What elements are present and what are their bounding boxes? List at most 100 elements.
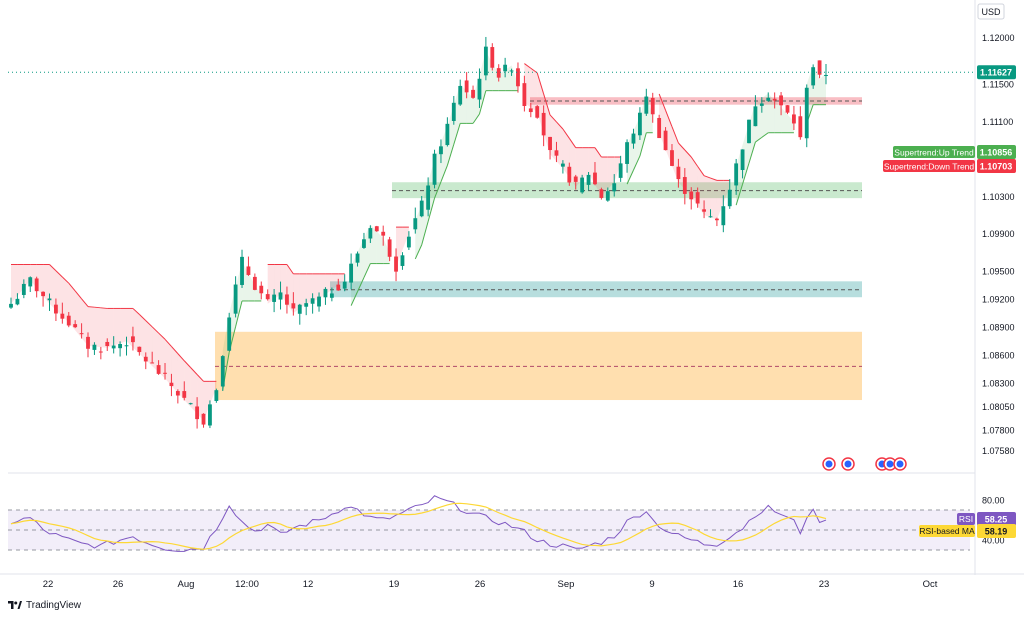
candle[interactable] — [509, 70, 514, 72]
candle[interactable] — [516, 68, 520, 87]
candle[interactable] — [227, 317, 232, 351]
candle[interactable] — [586, 174, 591, 185]
candle[interactable] — [54, 304, 58, 314]
candle[interactable] — [734, 163, 739, 186]
candle[interactable] — [785, 105, 790, 113]
candle[interactable] — [259, 285, 264, 294]
candle[interactable] — [265, 294, 270, 300]
candle[interactable] — [419, 200, 424, 217]
candle[interactable] — [650, 97, 655, 115]
candle[interactable] — [240, 256, 244, 285]
candle[interactable] — [554, 150, 559, 156]
candle[interactable] — [612, 183, 617, 192]
candle[interactable] — [451, 102, 456, 122]
candle[interactable] — [220, 356, 225, 387]
rsi-line[interactable] — [10, 495, 827, 552]
candle[interactable] — [201, 413, 206, 425]
candle[interactable] — [310, 298, 315, 304]
candle[interactable] — [182, 391, 187, 398]
candle[interactable] — [143, 356, 148, 362]
candle[interactable] — [156, 365, 161, 374]
candle[interactable] — [387, 239, 392, 257]
candle[interactable] — [175, 391, 180, 396]
candle[interactable] — [541, 112, 546, 136]
candle[interactable] — [567, 166, 572, 183]
candle[interactable] — [759, 103, 764, 106]
candle[interactable] — [336, 284, 341, 291]
candle[interactable] — [381, 231, 386, 236]
candle[interactable] — [368, 228, 373, 239]
candle[interactable] — [355, 253, 360, 263]
candle[interactable] — [471, 89, 475, 98]
candle[interactable] — [560, 163, 565, 167]
candle[interactable] — [714, 218, 719, 221]
candle[interactable] — [79, 333, 84, 335]
candle[interactable] — [445, 123, 450, 146]
candle[interactable] — [323, 288, 328, 298]
candle[interactable] — [618, 163, 623, 178]
candle[interactable] — [663, 130, 668, 151]
candle[interactable] — [169, 382, 174, 387]
candle[interactable] — [362, 239, 366, 248]
candle[interactable] — [432, 153, 437, 185]
candle[interactable] — [779, 95, 783, 106]
candle[interactable] — [233, 284, 238, 314]
candle[interactable] — [92, 344, 97, 350]
candle[interactable] — [131, 336, 135, 343]
candle[interactable] — [137, 346, 142, 353]
candle[interactable] — [406, 236, 411, 248]
candle[interactable] — [98, 351, 103, 353]
candle[interactable] — [605, 191, 610, 201]
candle[interactable] — [522, 83, 527, 107]
candle[interactable] — [490, 47, 495, 68]
candle[interactable] — [670, 150, 674, 166]
currency-selector[interactable] — [977, 3, 1005, 20]
brand-footer[interactable]: TradingView — [8, 598, 81, 612]
candle[interactable] — [593, 172, 597, 185]
candle[interactable] — [676, 166, 681, 180]
candle[interactable] — [297, 304, 302, 314]
candle[interactable] — [208, 404, 212, 426]
candle[interactable] — [599, 189, 604, 198]
candle[interactable] — [824, 74, 828, 76]
candle[interactable] — [503, 64, 508, 72]
candle[interactable] — [252, 276, 257, 290]
candle[interactable] — [811, 67, 816, 86]
candle[interactable] — [766, 97, 771, 101]
candle[interactable] — [291, 303, 296, 309]
candle[interactable] — [817, 60, 822, 75]
candle[interactable] — [342, 281, 347, 289]
candle[interactable] — [188, 403, 193, 405]
candle[interactable] — [483, 46, 488, 76]
candle[interactable] — [195, 406, 200, 420]
candle[interactable] — [747, 119, 751, 144]
candle[interactable] — [727, 189, 732, 207]
candle[interactable] — [695, 192, 700, 204]
candle[interactable] — [304, 303, 309, 307]
candle[interactable] — [689, 191, 694, 200]
candle[interactable] — [804, 87, 809, 139]
candle[interactable] — [682, 177, 687, 194]
candle[interactable] — [246, 266, 251, 275]
candle[interactable] — [439, 146, 443, 155]
candle[interactable] — [721, 206, 726, 226]
candle[interactable] — [329, 293, 334, 298]
candle[interactable] — [394, 256, 398, 272]
candle[interactable] — [535, 106, 540, 118]
candle[interactable] — [548, 136, 552, 151]
candle[interactable] — [111, 345, 116, 349]
candle[interactable] — [458, 85, 463, 105]
candle[interactable] — [798, 116, 803, 138]
candle[interactable] — [625, 142, 629, 164]
candle[interactable] — [73, 324, 78, 328]
candle[interactable] — [772, 98, 777, 101]
candle[interactable] — [477, 78, 482, 100]
candle[interactable] — [105, 341, 110, 347]
candle[interactable] — [792, 114, 796, 124]
candle[interactable] — [66, 315, 71, 326]
candle[interactable] — [413, 218, 418, 230]
candle[interactable] — [374, 226, 379, 232]
candle[interactable] — [15, 298, 20, 305]
candle[interactable] — [753, 106, 758, 127]
